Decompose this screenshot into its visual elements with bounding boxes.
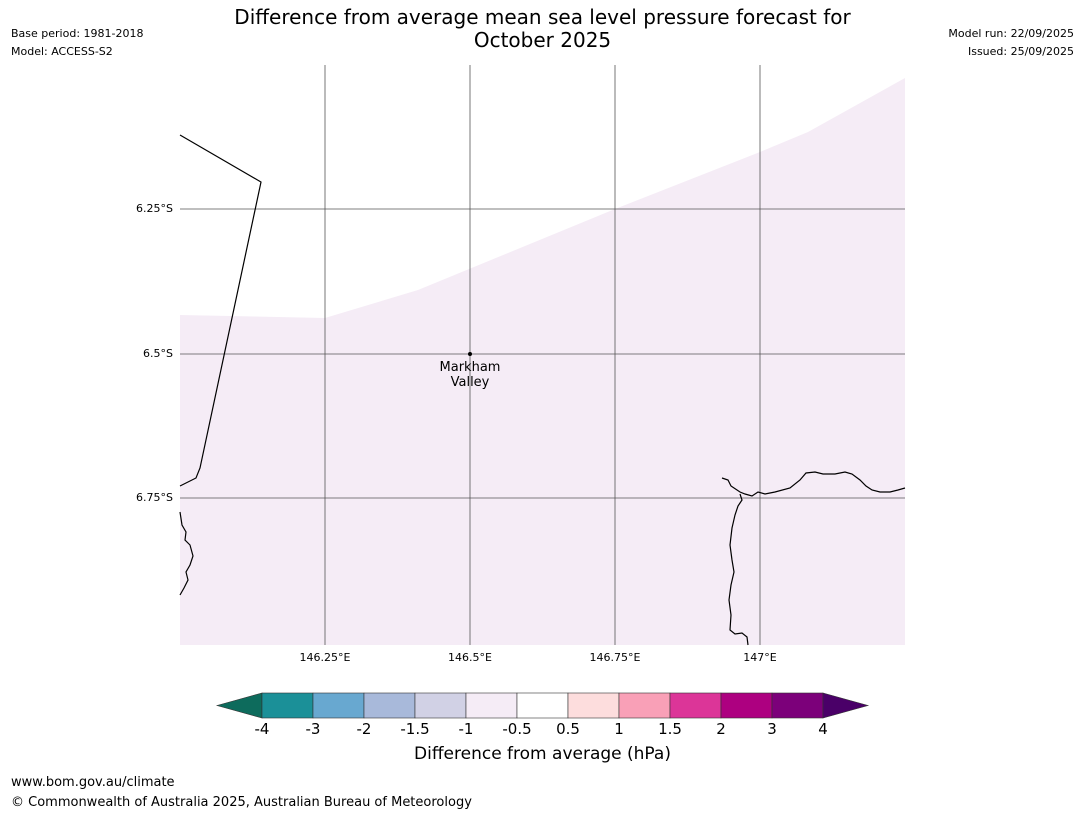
colorbar-tick-label: 1 — [614, 720, 624, 738]
colorbar-tick-label: -4 — [254, 720, 270, 738]
chart-title: Difference from average mean sea level p… — [0, 6, 1085, 52]
colorbar-swatch — [516, 692, 569, 719]
colorbar-swatch — [669, 692, 722, 719]
footer-copyright: © Commonwealth of Australia 2025, Austra… — [11, 795, 472, 810]
colorbar-extend-high — [822, 692, 870, 719]
colorbar-tick-label: -0.5 — [502, 720, 532, 738]
chart-title-line2: October 2025 — [473, 28, 612, 52]
colorbar-extend-low — [215, 692, 263, 719]
colorbar-tick-label: -3 — [305, 720, 321, 738]
model-name: Model: ACCESS-S2 — [11, 45, 113, 58]
coastlines — [179, 134, 906, 646]
markham-valley-marker — [468, 352, 472, 356]
place-name-line1: Markham — [439, 360, 501, 375]
colorbar-tick-label: -1 — [458, 720, 474, 738]
colorbar — [215, 692, 870, 719]
colorbar-tick-label: 0.5 — [556, 720, 580, 738]
colorbar-tick-label: -1.5 — [400, 720, 430, 738]
meta-right: Model run: 22/09/2025 Issued: 25/09/2025 — [948, 25, 1074, 61]
lon-label-146-5: 146.5°E — [448, 651, 492, 664]
model-run: Model run: 22/09/2025 — [948, 27, 1074, 40]
colorbar-swatch — [261, 692, 314, 719]
footer-url: www.bom.gov.au/climate — [11, 775, 175, 790]
pressure-anomaly-field — [180, 78, 905, 645]
base-period: Base period: 1981-2018 — [11, 27, 144, 40]
colorbar-swatch — [312, 692, 365, 719]
colorbar-label: Difference from average (hPa) — [414, 744, 671, 764]
colorbar-swatch — [363, 692, 416, 719]
graticule — [180, 65, 905, 645]
lat-label-6-25: 6.25°S — [136, 202, 173, 215]
colorbar-tick-label: 4 — [818, 720, 828, 738]
lat-label-6-75: 6.75°S — [136, 491, 173, 504]
lon-label-146-25: 146.25°E — [299, 651, 351, 664]
place-label-markham-valley: Markham Valley — [420, 360, 520, 390]
colorbar-tick-label: -2 — [356, 720, 372, 738]
colorbar-swatch — [771, 692, 824, 719]
colorbar-swatch — [465, 692, 518, 719]
colorbar-tick-label: 3 — [767, 720, 777, 738]
colorbar-swatch — [618, 692, 671, 719]
coastline-west — [179, 511, 194, 596]
lat-label-6-5: 6.5°S — [143, 347, 173, 360]
issued-date: Issued: 25/09/2025 — [967, 45, 1074, 58]
coastline-east — [721, 471, 906, 497]
colorbar-swatch — [720, 692, 773, 719]
lon-label-147: 147°E — [743, 651, 777, 664]
colorbar-swatch — [414, 692, 467, 719]
border-line — [179, 134, 262, 487]
place-name-line2: Valley — [450, 375, 490, 390]
colorbar-swatch — [567, 692, 620, 719]
colorbar-tick-label: 2 — [716, 720, 726, 738]
colorbar-tick-label: 1.5 — [658, 720, 682, 738]
lon-label-146-75: 146.75°E — [589, 651, 641, 664]
river-line — [728, 493, 749, 646]
chart-title-line1: Difference from average mean sea level p… — [234, 5, 851, 29]
meta-left: Base period: 1981-2018 Model: ACCESS-S2 — [11, 25, 143, 61]
